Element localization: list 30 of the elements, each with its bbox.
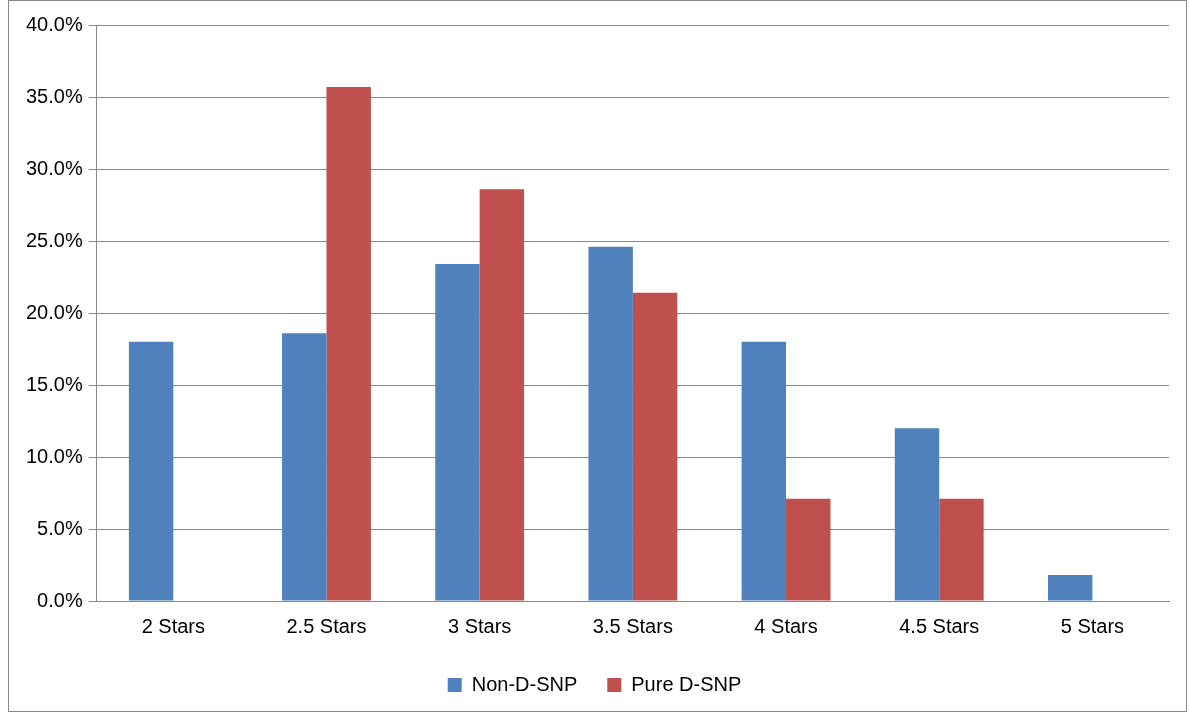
y-tick-label: 30.0% <box>25 156 83 179</box>
x-tick-label: 2.5 Stars <box>286 614 367 637</box>
y-tick-label: 10.0% <box>25 444 83 467</box>
x-tick-label: 3 Stars <box>447 614 512 637</box>
legend-label: Non-D-SNP <box>471 672 578 695</box>
x-tick-label: 3.5 Stars <box>592 614 673 637</box>
legend-label: Pure D-SNP <box>631 672 742 695</box>
bar <box>128 341 174 601</box>
y-tick-label: 5.0% <box>37 516 83 539</box>
bar <box>435 264 480 601</box>
y-tick-label: 15.0% <box>25 372 83 395</box>
y-tick-label: 40.0% <box>25 12 83 35</box>
x-tick-label: 4 Stars <box>754 614 818 637</box>
x-tick-label: 5 Stars <box>1060 614 1125 637</box>
bar <box>939 498 984 601</box>
y-tick-label: 35.0% <box>25 84 83 107</box>
bar <box>741 341 787 601</box>
bar <box>786 498 831 601</box>
bar <box>479 189 525 601</box>
x-tick-label: 2 Stars <box>141 614 205 637</box>
bar <box>326 86 371 601</box>
bar <box>282 333 327 601</box>
y-tick-label: 25.0% <box>25 228 83 251</box>
x-tick-label: 4.5 Stars <box>899 614 980 637</box>
y-tick-label: 0.0% <box>37 588 83 611</box>
y-tick-label: 20.0% <box>25 300 83 323</box>
bar <box>588 246 633 601</box>
bar <box>894 428 940 601</box>
bar <box>632 292 678 601</box>
bar <box>1047 575 1093 601</box>
